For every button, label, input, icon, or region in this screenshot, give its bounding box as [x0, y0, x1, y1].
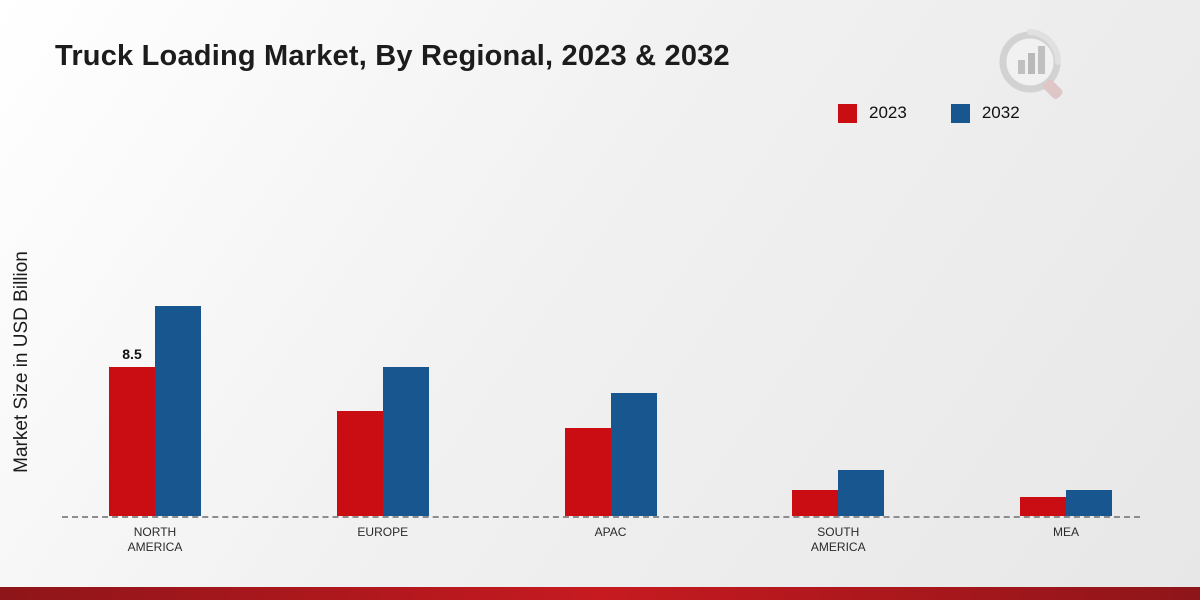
- bar-2023-europe: [336, 411, 383, 516]
- bar-2032-south-america: [838, 470, 885, 516]
- legend-item-2032: 2032: [950, 103, 1020, 123]
- legend-swatch-2032: [950, 103, 970, 123]
- legend-label-2023: 2023: [869, 103, 907, 122]
- bar-2023-mea: [1020, 497, 1066, 516]
- legend-item-2023: 2023: [838, 103, 907, 123]
- bar-2032-apac: [610, 393, 657, 516]
- bar-2023-south-america: [792, 490, 839, 516]
- bar-2032-north-america: [155, 306, 201, 516]
- bar-value-label-north-america-2023: 8.5: [122, 346, 142, 362]
- chart-title: Truck Loading Market, By Regional, 2023 …: [55, 40, 730, 72]
- chart-legend: 2023 2032: [838, 103, 1020, 123]
- x-axis-baseline: [62, 516, 1140, 518]
- legend-label-2032: 2032: [981, 103, 1020, 122]
- category-label-south-america: SOUTH AMERICA: [810, 525, 866, 554]
- legend-swatch-2023: [838, 103, 857, 123]
- bar-2023-north-america: [109, 367, 155, 516]
- category-label-mea: MEA: [1052, 525, 1079, 539]
- bar-2032-mea: [1066, 490, 1112, 516]
- bottom-accent-strip: [0, 587, 1200, 600]
- category-label-europe: EUROPE: [357, 525, 409, 539]
- category-label-apac: APAC: [594, 525, 627, 539]
- bar-2032-europe: [382, 367, 429, 516]
- magnifier-bar-chart-logo-icon: [999, 29, 1063, 99]
- category-label-north-america: NORTH AMERICA: [127, 525, 183, 554]
- bar-2023-apac: [564, 428, 611, 516]
